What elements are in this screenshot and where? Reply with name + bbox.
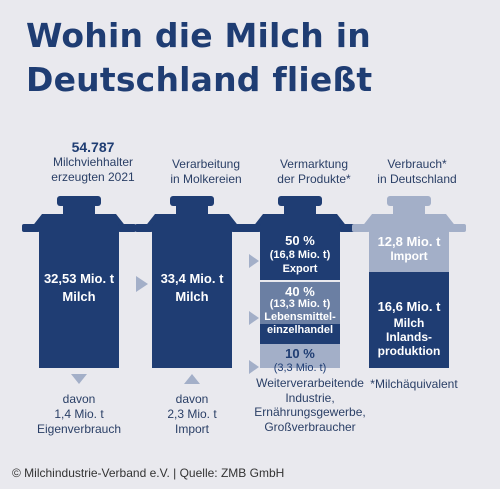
industry-name: Weiterverarbeitende Industrie, Ernährung… <box>254 376 366 434</box>
import-name: Import <box>390 249 428 263</box>
can3-segment-export: 50 % (16,8 Mio. t) Export <box>260 234 340 276</box>
can1-value: 32,53 Mio. t Milch <box>43 271 115 304</box>
col2-header: Verarbeitung in Molkereien <box>170 157 242 186</box>
arrow-up-2 <box>184 374 200 384</box>
col4-below: *Milchäquivalent <box>370 377 458 391</box>
col1-header-bold: 54.787 <box>71 139 115 155</box>
milk-can-3 <box>243 196 357 368</box>
arrow-down-1 <box>71 374 87 384</box>
domestic-name: Milch Inlands- produktion <box>377 316 441 358</box>
arrow-right-3 <box>249 311 259 325</box>
export-pct: 50 % <box>285 233 315 248</box>
arrow-right-2 <box>249 254 259 268</box>
arrow-right-1 <box>136 276 148 292</box>
can3-segment-industry-pct: 10 % <box>285 346 315 361</box>
retail-name: Lebensmittel- einzelhandel <box>264 311 336 336</box>
col1-header-text: Milchviehhalter erzeugten 2021 <box>51 155 135 184</box>
can3-segment-industry-amount: (3,3 Mio. t) <box>273 362 327 374</box>
page-title: Wohin die Milch in Deutschland fließt <box>26 16 373 99</box>
milk-can-1 <box>22 196 136 368</box>
export-amount: (16,8 Mio. t) <box>269 249 331 261</box>
col4-header: Verbrauch* in Deutschland <box>377 157 457 186</box>
arrow-right-4 <box>249 360 259 374</box>
can4-segment-domestic: 16,6 Mio. t Milch Inlands- produktion <box>369 299 449 359</box>
col2-below: davon 2,3 Mio. t Import <box>167 392 217 436</box>
import-value: 12,8 Mio. t <box>377 234 441 249</box>
milk-can-4 <box>352 196 466 368</box>
col1-header: 54.787 Milchviehhalter erzeugten 2021 <box>28 140 158 185</box>
export-name: Export <box>282 263 318 275</box>
retail-pct: 40 % <box>285 284 315 299</box>
domestic-value: 16,6 Mio. t <box>377 299 441 314</box>
col3-header: Vermarktung der Produkte* <box>277 157 351 186</box>
col1-below: davon 1,4 Mio. t Eigenverbrauch <box>36 392 122 436</box>
can4-segment-import: 12,8 Mio. t Import <box>369 234 449 264</box>
milk-can-2 <box>135 196 249 368</box>
footer-source: © Milchindustrie-Verband e.V. | Quelle: … <box>12 466 285 480</box>
retail-amount: (13,3 Mio. t) <box>269 298 331 310</box>
can3-segment-retail: 40 % (13,3 Mio. t) Lebensmittel- einzelh… <box>258 285 342 337</box>
can2-value: 33,4 Mio. t Milch <box>160 271 224 304</box>
